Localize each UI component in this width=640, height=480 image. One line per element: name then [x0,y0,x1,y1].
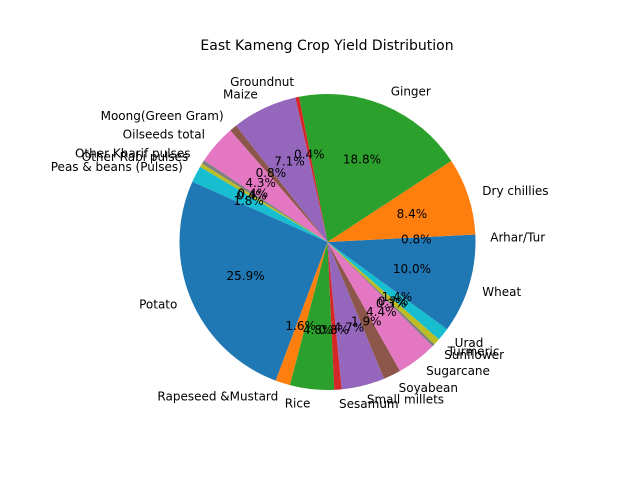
slice-label-ginger: Ginger [391,84,431,98]
slice-label-wheat: Wheat [482,285,521,299]
slice-label-rapeseed-mustard: Rapeseed &Mustard [157,390,278,404]
pie-slice-urad [327,242,448,340]
slice-label-moong-green-gram: Moong(Green Gram) [101,109,224,123]
slice-percent-turmeric: 0.7% [378,294,409,308]
slice-label-soyabean: Soyabean [399,381,458,395]
slice-percent-sesamum: 0.8% [319,323,350,337]
pie-slice-rice [289,242,335,390]
slice-percent-potato: 25.9% [227,269,265,283]
slice-label-arhar-tur: Arhar/Tur [490,230,545,244]
slice-percent-rapeseed-mustard: 1.6% [285,319,316,333]
slice-label-groundnut: Groundnut [230,75,294,89]
pie-slice-peas-beans-pulses [192,166,328,242]
pie-slice-turmeric [327,242,439,345]
slice-label-small-millets: Small millets [367,392,444,406]
slice-percent-soyabean: 1.9% [351,314,382,328]
pie-slice-moong-green-gram [230,125,328,242]
slice-label-maize: Maize [223,87,258,101]
slice-percent-peas-beans-pulses: 1.8% [233,194,264,208]
slice-label-other-kharif-pulses: Other Kharif pulses [75,147,190,161]
pie-slice-sugarcane [327,242,433,372]
slice-percent-moong-green-gram: 0.8% [256,166,287,180]
slice-label-oilseeds-total: Oilseeds total [123,127,205,141]
slice-percent-oilseeds-total: 4.3% [245,176,276,190]
slice-percent-other-rabi-pulses: 0.4% [236,188,267,202]
slice-percent-wheat: 10.0% [393,262,431,276]
slice-percent-rice: 4.8% [303,323,334,337]
pie-slice-maize [236,97,328,242]
slice-percent-dry-chillies: 8.4% [397,207,428,221]
slice-label-potato: Potato [139,297,177,311]
slice-label-sesamum: Sesamum [339,397,399,411]
slice-percent-maize: 7.1% [274,154,305,168]
pie-slice-other-kharif-pulses [201,160,328,242]
slice-label-urad: Urad [455,336,484,350]
pie-slice-dry-chillies [327,160,476,242]
slice-percent-sugarcane: 4.4% [366,305,397,319]
pie-slice-groundnut [295,96,328,243]
slice-label-sugarcane: Sugarcane [426,364,490,378]
slice-percent-urad: 1.4% [382,290,413,304]
pie-slice-potato [179,181,328,381]
slice-percent-other-kharif-pulses: 0.4% [238,187,269,201]
pie-slice-rapeseed-mustard [275,242,328,386]
slice-percent-small-millets: 4.7% [334,321,365,335]
pie-slice-arhar-tur [327,234,476,242]
pie-slice-soyabean [327,242,401,379]
slice-label-dry-chillies: Dry chillies [482,184,548,198]
slice-percent-groundnut: 0.4% [294,148,325,162]
pie-slice-sesamum [327,242,342,390]
slice-percent-arhar-tur: 0.8% [401,232,432,246]
pie-slice-ginger [298,94,452,242]
pie-labels: Arhar/Tur Dry chillies Ginger GroundnutMaiz… [51,75,549,411]
slice-percent-ginger: 18.8% [343,153,381,167]
slice-label-other-rabi-pulses: Other Rabi pulses [82,150,189,164]
pie-slice-wheat [327,242,476,330]
slice-label-turmeric: Turmeric [447,344,500,358]
pie-slices [179,94,476,390]
pie-slice-oilseeds-total [203,130,328,242]
slice-label-peas-beans-pulses: Peas & beans (Pulses) [51,160,183,174]
slice-percent-sunflower: 0.3% [376,296,407,310]
chart-title: East Kameng Crop Yield Distribution [200,38,453,54]
pie-slice-other-rabi-pulses [199,163,328,242]
pie-percentages: 0.8%8.4%18.8%0.4%7.1%0.8%4.3%0.4%0.4%1.8… [227,148,432,337]
slice-label-rice: Rice [285,396,311,410]
pie-slice-sunflower [327,242,435,347]
slice-label-sunflower: Sunflower [444,348,504,362]
pie-slice-small-millets [327,242,385,390]
